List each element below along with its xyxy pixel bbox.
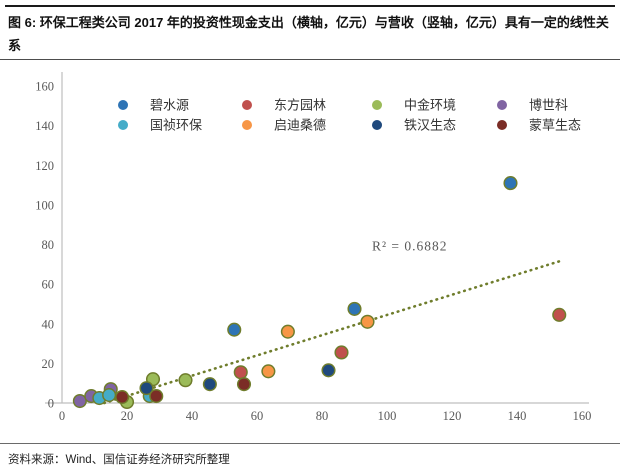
legend-label-启迪桑德: 启迪桑德 xyxy=(274,118,326,133)
x-tick-label: 140 xyxy=(508,409,527,423)
y-tick-label: 100 xyxy=(35,198,54,212)
x-tick-label: 20 xyxy=(121,409,134,423)
legend-swatch-启迪桑德 xyxy=(242,120,252,130)
y-tick-label: 80 xyxy=(42,238,55,252)
x-tick-label: 160 xyxy=(573,409,592,423)
y-tick-label: 20 xyxy=(42,357,55,371)
x-tick-label: 80 xyxy=(316,409,329,423)
y-tick-label: 120 xyxy=(35,159,54,173)
scatter-point-蒙草生态 xyxy=(115,390,130,405)
scatter-point-铁汉生态 xyxy=(139,381,154,396)
legend-label-博世科: 博世科 xyxy=(529,98,568,113)
chart-area: 0 20 40 60 80 100 120 140 160 0 20 40 60 80 100 120 140 1… xyxy=(0,60,620,443)
legend-swatch-国祯环保 xyxy=(118,120,128,130)
scatter-point-铁汉生态 xyxy=(202,377,217,392)
scatter-point-碧水源 xyxy=(503,176,518,191)
bottom-divider-rule xyxy=(0,443,620,444)
x-tick-label: 40 xyxy=(186,409,199,423)
scatter-point-国祯环保 xyxy=(102,388,117,403)
x-tick-label: 60 xyxy=(251,409,264,423)
scatter-point-蒙草生态 xyxy=(149,389,164,404)
scatter-point-启迪桑德 xyxy=(261,364,276,379)
figure-title: 图 6: 环保工程类公司 2017 年的投资性现金支出（横轴，亿元）与营收（竖轴… xyxy=(8,15,609,53)
y-tick-label: 60 xyxy=(42,278,55,292)
legend-swatch-铁汉生态 xyxy=(372,120,382,130)
x-tick-label: 100 xyxy=(378,409,397,423)
scatter-point-博世科 xyxy=(72,393,87,409)
scatter-point-中金环境 xyxy=(178,373,193,388)
y-tick-label: 0 xyxy=(48,397,54,411)
scatter-point-启迪桑德 xyxy=(280,324,295,339)
legend-swatch-碧水源 xyxy=(118,100,128,110)
scatter-point-碧水源 xyxy=(347,301,362,316)
scatter-point-东方园林 xyxy=(552,307,567,322)
scatter-chart: 0 20 40 60 80 100 120 140 160 0 20 40 60 80 100 120 140 1… xyxy=(35,72,592,423)
legend-label-国祯环保: 国祯环保 xyxy=(150,118,202,133)
y-tick-label: 40 xyxy=(42,317,55,331)
y-tick-label: 160 xyxy=(35,80,54,94)
legend-swatch-蒙草生态 xyxy=(497,120,507,130)
scatter-point-铁汉生态 xyxy=(321,363,336,378)
scatter-point-启迪桑德 xyxy=(360,314,375,329)
scatter-point-东方园林 xyxy=(233,365,248,380)
legend-label-碧水源: 碧水源 xyxy=(150,98,189,113)
x-tick-label: 120 xyxy=(443,409,462,423)
legend-label-东方园林: 东方园林 xyxy=(274,98,326,113)
scatter-point-碧水源 xyxy=(227,322,242,337)
r-squared-label: R² = 0.6882 xyxy=(372,238,448,253)
source-note: 资料来源：Wind、国信证券经济研究所整理 xyxy=(8,454,230,466)
x-tick-label: 0 xyxy=(59,409,65,423)
scatter-point-东方园林 xyxy=(334,345,349,360)
legend-swatch-博世科 xyxy=(497,100,507,110)
legend-label-蒙草生态: 蒙草生态 xyxy=(529,118,581,133)
top-border-rule xyxy=(5,5,615,7)
legend-swatch-中金环境 xyxy=(372,100,382,110)
trendline xyxy=(102,260,561,405)
title-divider-rule xyxy=(0,59,620,60)
legend-label-铁汉生态: 铁汉生态 xyxy=(404,118,456,133)
legend-label-中金环境: 中金环境 xyxy=(404,98,456,113)
y-tick-label: 140 xyxy=(35,119,54,133)
legend-swatch-东方园林 xyxy=(242,100,252,110)
scatter-point-蒙草生态 xyxy=(236,377,252,392)
